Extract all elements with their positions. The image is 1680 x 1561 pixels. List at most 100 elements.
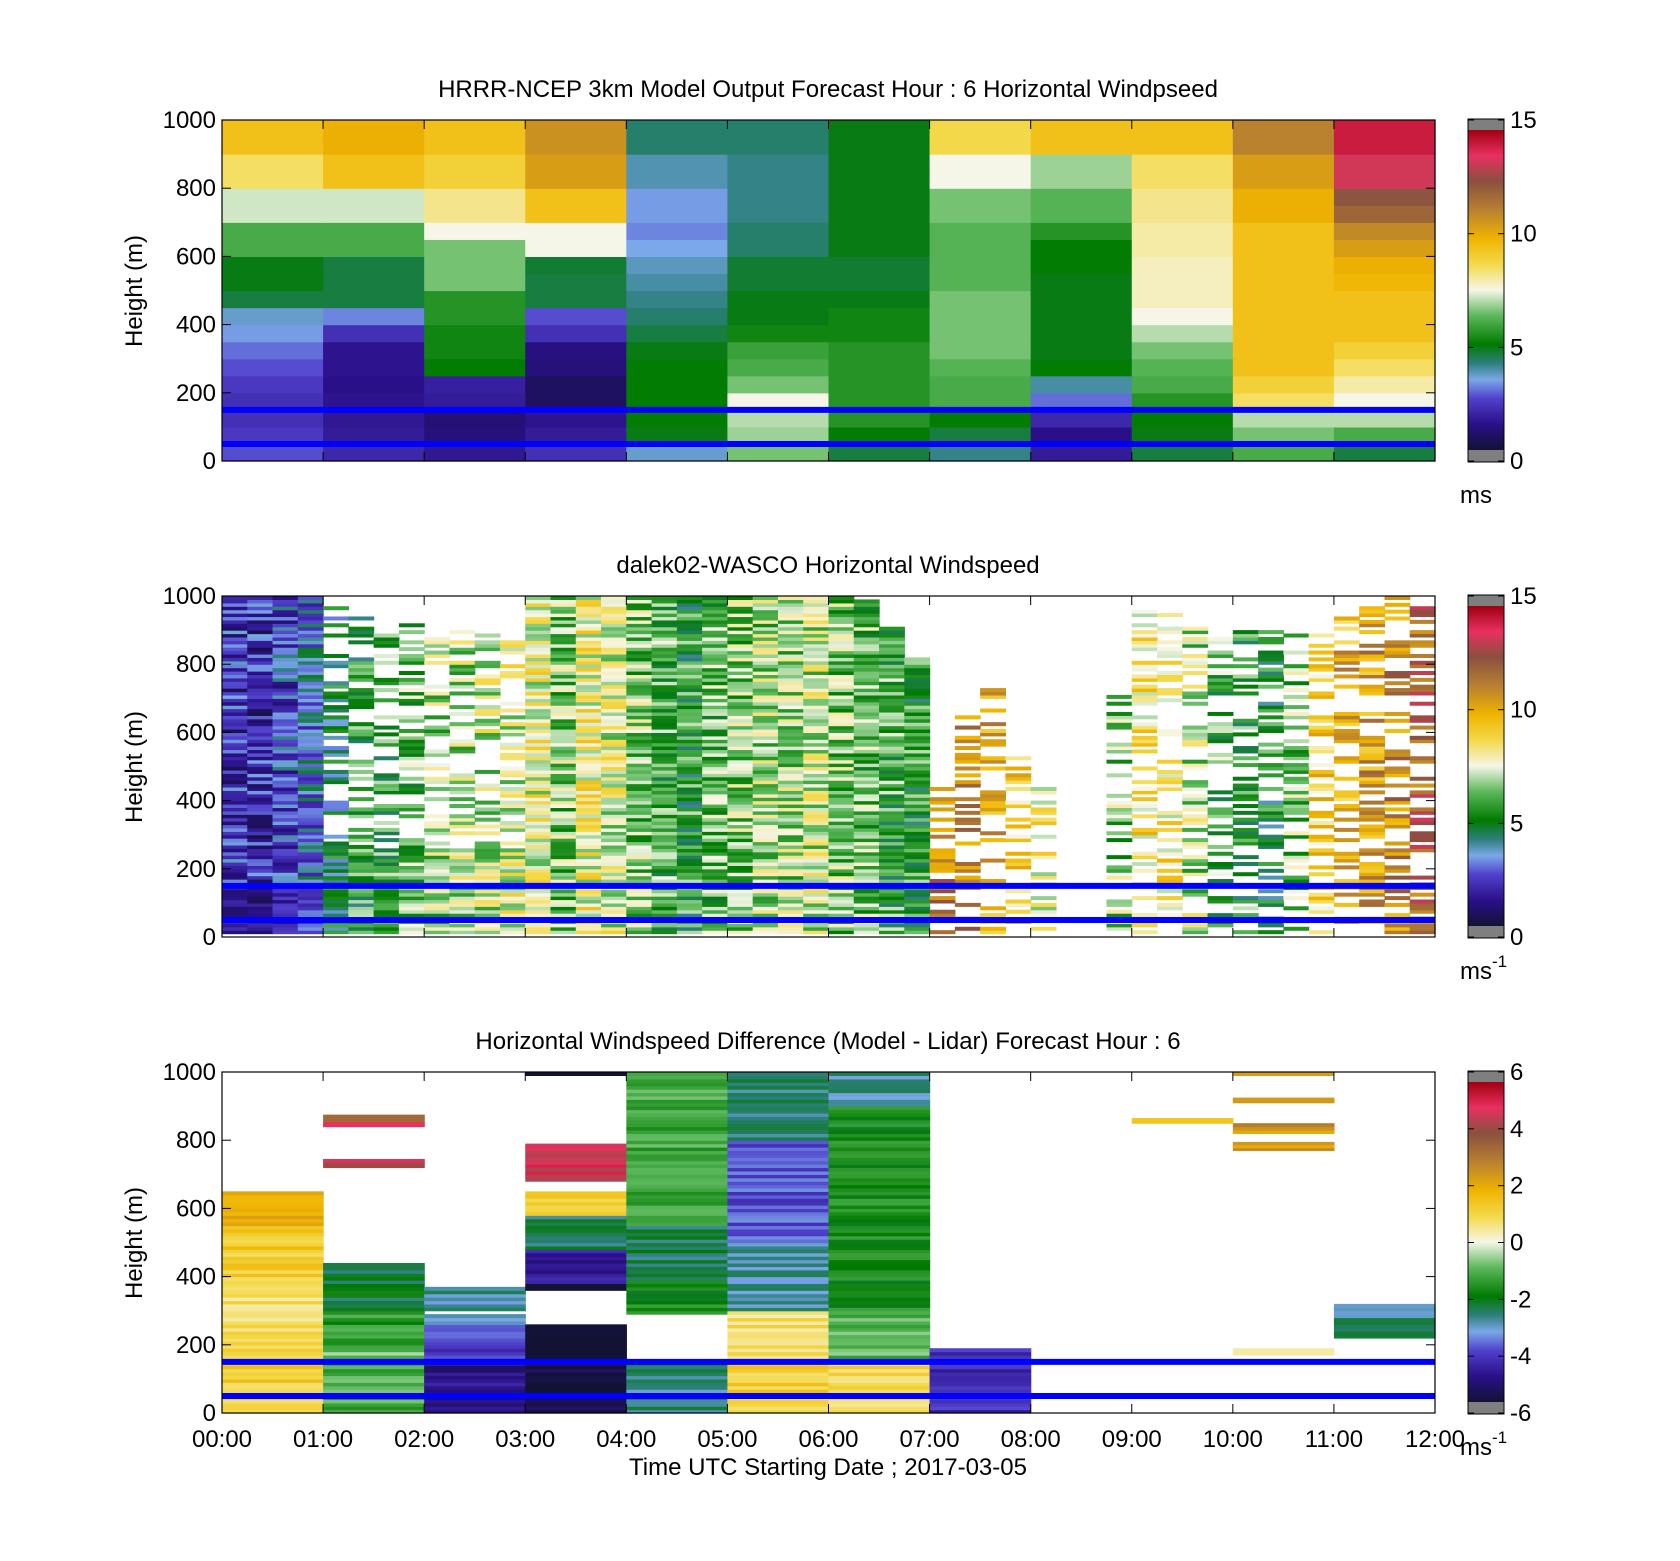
heatmap-cell — [575, 855, 602, 860]
heatmap-cell — [525, 273, 627, 292]
heatmap-cell — [1384, 688, 1411, 693]
heatmap-cell — [1308, 763, 1335, 768]
heatmap-cell — [803, 688, 830, 693]
heatmap-cell — [1030, 222, 1133, 240]
heatmap-cell — [550, 606, 577, 611]
heatmap-cell — [550, 906, 577, 911]
heatmap-cell — [828, 623, 855, 628]
heatmap-cell — [424, 827, 451, 832]
heatmap-cell — [398, 923, 425, 928]
heatmap-cell — [1359, 653, 1386, 658]
heatmap-cell — [803, 773, 830, 778]
heatmap-cell — [601, 688, 627, 693]
heatmap-cell — [727, 650, 754, 655]
heatmap-cell — [348, 861, 375, 866]
heatmap-cell — [904, 879, 931, 884]
heatmap-cell — [297, 694, 324, 699]
heatmap-cell — [1131, 636, 1158, 641]
heatmap-cell — [525, 324, 627, 343]
heatmap-cell — [222, 667, 248, 672]
heatmap-cell — [1409, 677, 1436, 682]
heatmap-cell — [323, 1303, 425, 1308]
heatmap-cell — [853, 899, 880, 904]
heatmap-cell — [1131, 766, 1158, 771]
heatmap-cell — [373, 906, 400, 911]
heatmap-cell — [651, 926, 678, 931]
heatmap-cell — [474, 824, 501, 829]
heatmap-cell — [929, 1389, 1032, 1394]
heatmap-cell — [879, 640, 905, 645]
heatmap-cell — [1131, 120, 1234, 138]
heatmap-cell — [1283, 804, 1310, 809]
heatmap-cell — [828, 1119, 931, 1124]
heatmap-cell — [575, 616, 602, 621]
heatmap-cell — [727, 1157, 830, 1162]
heatmap-cell — [702, 701, 729, 706]
heatmap-cell — [1207, 807, 1234, 812]
heatmap-cell — [803, 735, 830, 740]
heatmap-cell — [1308, 674, 1335, 679]
heatmap-cell — [222, 1293, 324, 1298]
heatmap-cell — [651, 643, 678, 648]
heatmap-cell — [373, 831, 400, 836]
heatmap-cell — [247, 715, 274, 720]
heatmap-cell — [575, 831, 602, 836]
colorbar-tick-label: 0 — [1510, 448, 1523, 475]
heatmap-cell — [222, 739, 248, 744]
heatmap-cell — [222, 1372, 324, 1377]
heatmap-cell — [247, 660, 274, 665]
heatmap-cell — [1106, 902, 1133, 907]
heatmap-cell — [1182, 861, 1209, 866]
heatmap-cell — [702, 793, 729, 798]
heatmap-cell — [1232, 732, 1259, 737]
heatmap-cell — [651, 599, 678, 604]
heatmap-cell — [247, 793, 274, 798]
heatmap-cell — [474, 872, 501, 877]
heatmap-cell — [1258, 657, 1284, 662]
heatmap-cell — [1005, 780, 1032, 785]
heatmap-cell — [904, 804, 931, 809]
heatmap-cell — [222, 674, 248, 679]
heatmap-cell — [1131, 930, 1158, 935]
heatmap-cell — [601, 766, 627, 771]
heatmap-cell — [626, 426, 729, 445]
heatmap-cell — [601, 824, 627, 829]
heatmap-cell — [1005, 776, 1032, 781]
heatmap-cell — [348, 688, 375, 693]
heatmap-cell — [803, 613, 830, 618]
heatmap-cell — [222, 1310, 324, 1315]
heatmap-cell — [1106, 899, 1133, 904]
heatmap-cell — [222, 657, 248, 662]
heatmap-cell — [626, 759, 653, 764]
heatmap-cell — [323, 664, 349, 669]
heatmap-cell — [474, 889, 501, 894]
heatmap-cell — [1384, 814, 1411, 819]
heatmap-cell — [853, 739, 880, 744]
heatmap-cell — [803, 906, 830, 911]
heatmap-cell — [499, 800, 526, 805]
heatmap-cell — [904, 722, 931, 727]
heatmap-cell — [777, 896, 804, 901]
x-tick-label: 04:00 — [596, 1426, 656, 1453]
heatmap-cell — [727, 290, 830, 309]
heatmap-cell — [550, 701, 577, 706]
heatmap-cell — [1232, 930, 1259, 935]
heatmap-cell — [525, 1262, 627, 1267]
heatmap-cell — [449, 773, 476, 778]
heatmap-cell — [879, 636, 905, 641]
heatmap-cell — [272, 691, 299, 696]
heatmap-cell — [1283, 780, 1310, 785]
heatmap-cell — [702, 892, 729, 897]
heatmap-cell — [1333, 735, 1360, 740]
heatmap-cell — [601, 752, 627, 757]
heatmap-cell — [323, 1307, 425, 1312]
heatmap-cell — [626, 137, 729, 155]
heatmap-cell — [525, 1409, 627, 1414]
heatmap-cell — [601, 660, 627, 665]
heatmap-cell — [626, 691, 653, 696]
heatmap-cell — [348, 834, 375, 839]
heatmap-cell — [702, 838, 729, 843]
heatmap-cell — [525, 1157, 627, 1162]
heatmap-cell — [525, 1072, 627, 1077]
heatmap-cell — [601, 872, 627, 877]
